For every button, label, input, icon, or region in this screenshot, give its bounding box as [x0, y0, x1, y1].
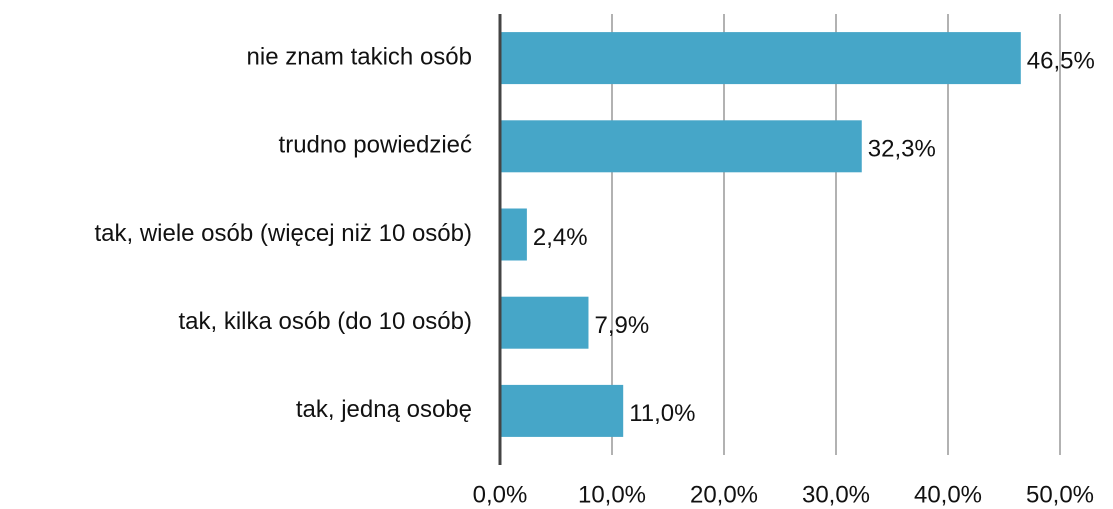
- bar: [500, 384, 624, 437]
- value-label: 2,4%: [533, 224, 588, 251]
- y-tick-label: nie znam takich osób: [247, 43, 472, 70]
- x-tick-label: 50,0%: [1026, 481, 1094, 508]
- bar: [500, 208, 527, 261]
- bar: [500, 120, 862, 173]
- value-label: 11,0%: [629, 400, 695, 427]
- value-label: 32,3%: [868, 136, 936, 163]
- x-tick-label: 40,0%: [914, 481, 982, 508]
- y-tick-label: tak, wiele osób (więcej niż 10 osób): [94, 220, 472, 247]
- y-tick-label: trudno powiedzieć: [279, 132, 472, 159]
- y-tick-label: tak, jedną osobę: [296, 396, 472, 423]
- x-tick-label: 10,0%: [578, 481, 646, 508]
- x-tick-label: 0,0%: [473, 481, 528, 508]
- bar: [500, 32, 1021, 85]
- x-tick-label: 30,0%: [802, 481, 870, 508]
- y-tick-label: tak, kilka osób (do 10 osób): [179, 308, 473, 335]
- x-tick-label: 20,0%: [690, 481, 758, 508]
- bar: [500, 296, 589, 349]
- value-label: 7,9%: [594, 312, 649, 339]
- value-label: 46,5%: [1027, 47, 1095, 74]
